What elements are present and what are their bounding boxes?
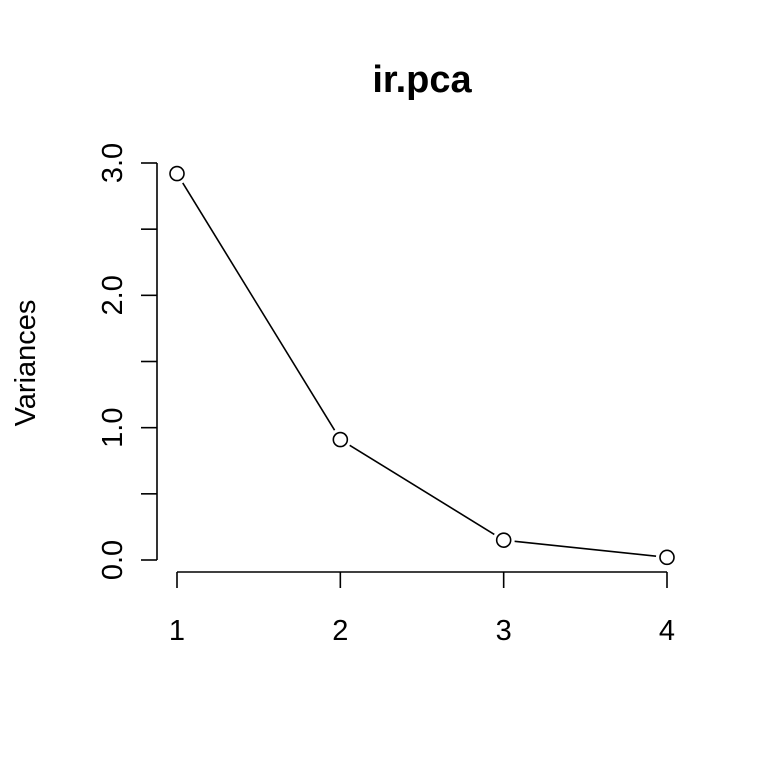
x-tick-label-2: 3 bbox=[496, 615, 512, 647]
points-layer bbox=[169, 165, 675, 566]
chart-title: ir.pca bbox=[372, 59, 472, 101]
y-axis: 0.0 1.0 2.0 3.0 bbox=[97, 143, 158, 580]
data-point-2 bbox=[332, 431, 349, 448]
data-point-4 bbox=[659, 549, 675, 566]
series-layer bbox=[182, 182, 657, 557]
x-tick-label-3: 4 bbox=[659, 615, 675, 647]
series-segment-0 bbox=[182, 182, 336, 431]
y-tick-label-2: 2.0 bbox=[97, 275, 129, 315]
y-tick-label-3: 3.0 bbox=[97, 143, 129, 183]
y-axis-label: Variances bbox=[10, 300, 42, 427]
x-axis: 1 2 3 4 bbox=[169, 571, 675, 647]
x-tick-label-1: 2 bbox=[332, 615, 348, 647]
y-tick-label-1: 1.0 bbox=[97, 408, 129, 448]
data-point-3 bbox=[495, 532, 512, 548]
series-segment-1 bbox=[349, 444, 495, 536]
series-segment-2 bbox=[514, 540, 657, 557]
data-point-1 bbox=[169, 165, 185, 182]
y-tick-label-0: 0.0 bbox=[97, 540, 129, 580]
x-tick-label-0: 1 bbox=[169, 615, 185, 647]
